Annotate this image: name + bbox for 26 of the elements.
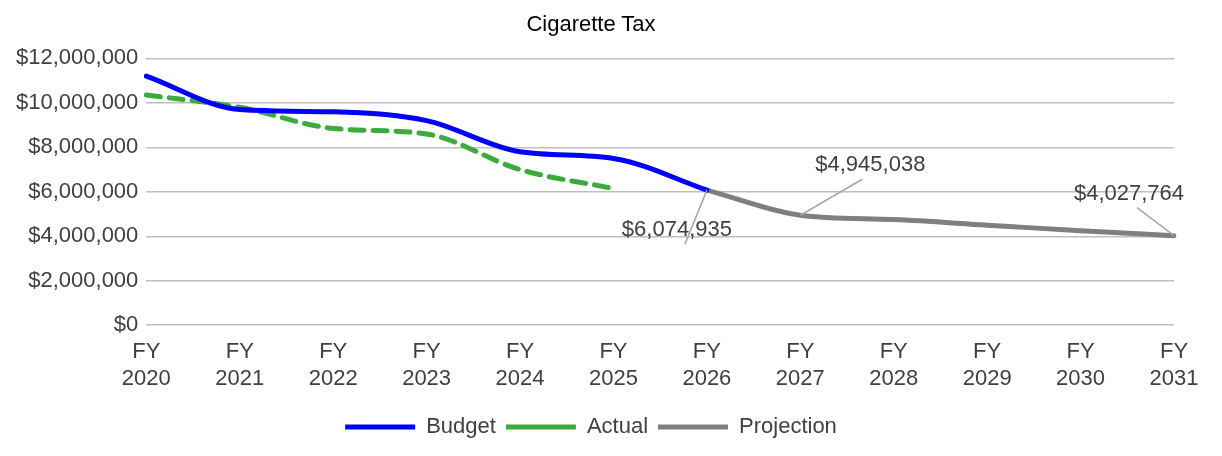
y-tick-label: $0 [113, 311, 139, 337]
x-tick-label: FY 2021 [215, 338, 265, 390]
chart-title: Cigarette Tax [526, 11, 656, 37]
x-tick-label: FY 2029 [962, 338, 1012, 390]
legend-label: Actual [586, 413, 649, 439]
x-tick-label: FY 2025 [588, 338, 638, 390]
annotation: $4,027,764 [1073, 179, 1185, 205]
annotation: $4,945,038 [815, 151, 926, 177]
legend-label: Projection [739, 413, 837, 439]
x-tick-label: FY 2028 [869, 338, 919, 390]
x-tick-label: FY 2023 [402, 338, 452, 390]
x-tick-label: FY 2030 [1056, 338, 1106, 390]
y-tick-label: $2,000,000 [28, 266, 139, 292]
y-tick-label: $10,000,000 [16, 88, 139, 114]
y-tick-label: $8,000,000 [28, 133, 139, 159]
x-tick-label: FY 2020 [121, 338, 171, 390]
annotation: $6,074,935 [621, 216, 732, 242]
x-tick-label: FY 2024 [495, 338, 545, 390]
x-tick-label: FY 2027 [775, 338, 825, 390]
x-tick-label: FY 2022 [308, 338, 358, 390]
y-tick-label: $4,000,000 [28, 222, 139, 248]
x-tick-label: FY 2031 [1149, 338, 1199, 390]
x-tick-label: FY 2026 [682, 338, 732, 390]
y-tick-label: $6,000,000 [28, 177, 139, 203]
y-tick-label: $12,000,000 [16, 44, 139, 70]
legend-label: Budget [426, 413, 496, 439]
